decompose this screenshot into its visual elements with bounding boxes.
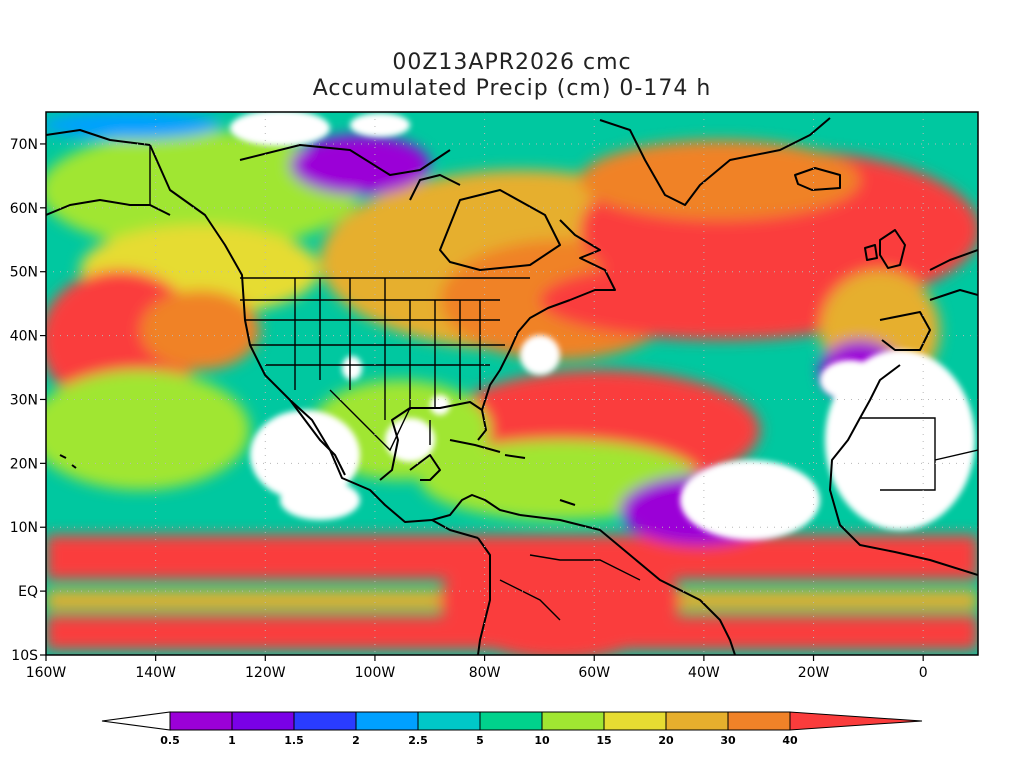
x-tick-label: 80W [469,665,501,681]
y-tick-label: 10S [11,648,38,664]
map-frame [45,111,979,656]
y-tick-label: 40N [10,329,38,345]
x-tick-label: 160W [26,665,67,681]
colorbar-segment [727,711,791,731]
colorbar-below-arrow [101,711,171,731]
y-tick-label: 20N [10,456,38,472]
colorbar-segment [665,711,729,731]
colorbar-segment [293,711,357,731]
y-tick-label: 50N [10,265,38,281]
colorbar-level-label: 15 [596,734,611,747]
colorbar-segment [541,711,605,731]
coastlines [46,117,978,655]
y-tick-label: 30N [10,392,38,408]
x-tick-label: 0 [919,665,928,681]
colorbar-level-label: 40 [782,734,798,747]
y-tick-label: 70N [10,137,38,153]
map-subtitle: Accumulated Precip (cm) 0-174 h [312,76,712,101]
colorbar-segment [417,711,481,731]
x-tick-label: 60W [578,665,610,681]
x-tick-label: 20W [798,665,830,681]
colorbar-level-label: 0.5 [160,734,180,747]
y-tick-label: 10N [10,520,38,536]
colorbar: 0.5 1 1.5 2 2.5 5 10 15 20 30 40 [101,711,923,747]
colorbar-level-label: 2 [352,734,360,747]
colorbar-level-label: 5 [476,734,484,747]
colorbar-segment [603,711,667,731]
longitude-axis: 160W 140W 120W 100W 80W 60W 40W 20W 0 [26,655,928,681]
colorbar-level-label: 30 [720,734,736,747]
colorbar-segment [231,711,295,731]
x-tick-label: 100W [355,665,396,681]
x-tick-label: 120W [245,665,286,681]
precip-field [46,112,978,655]
colorbar-level-label: 20 [658,734,674,747]
colorbar-segment [169,711,233,731]
dry-areas [230,112,975,540]
x-tick-label: 140W [135,665,176,681]
colorbar-above-arrow [789,711,923,731]
political-borders [149,145,978,621]
colorbar-segment [355,711,419,731]
colorbar-level-label: 2.5 [408,734,428,747]
x-tick-label: 40W [688,665,720,681]
y-tick-label: EQ [18,584,38,600]
latitude-axis: 70N 60N 50N 40N 30N 20N 10N EQ 10S [10,137,46,664]
colorbar-level-label: 1.5 [284,734,304,747]
map-title: 00Z13APR2026 cmc [392,50,632,75]
colorbar-level-label: 1 [228,734,236,747]
colorbar-segment [479,711,543,731]
colorbar-level-label: 10 [534,734,550,747]
y-tick-label: 60N [10,201,38,217]
